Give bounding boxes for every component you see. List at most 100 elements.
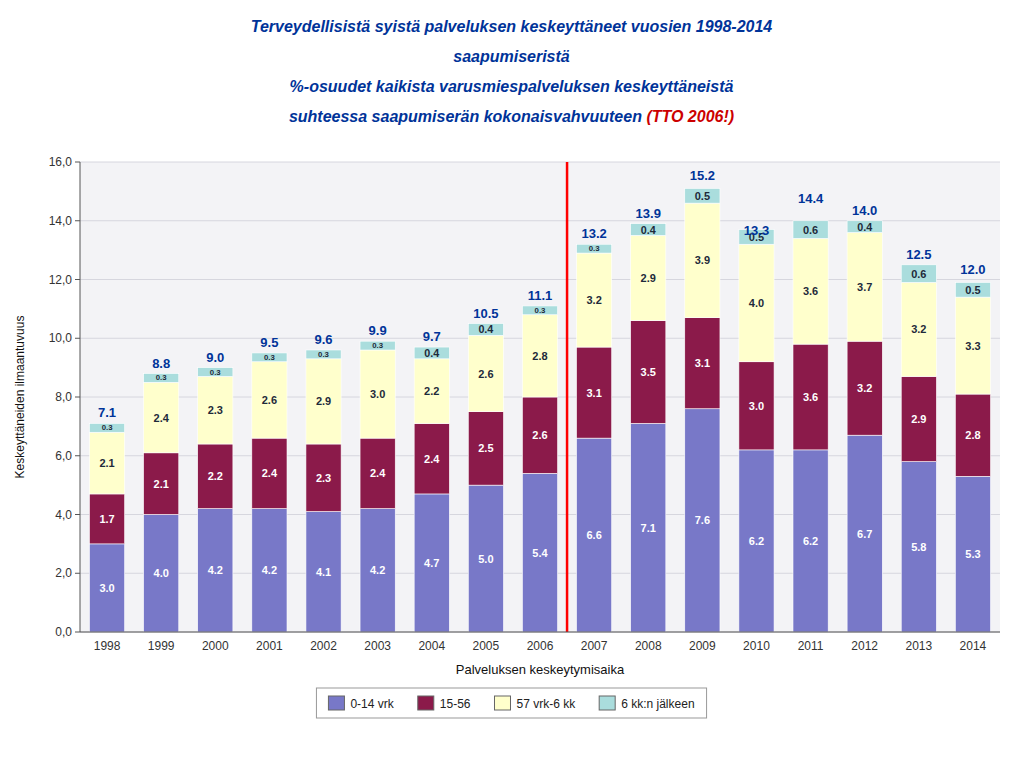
subtitle-part: (TTO 2006!): [646, 108, 734, 125]
bar-segment: [901, 462, 936, 632]
x-tick-label: 2006: [527, 639, 554, 653]
y-tick-label: 8,0: [55, 390, 72, 404]
x-tick-label: 2011: [798, 639, 824, 653]
x-tick-label: 2003: [364, 639, 391, 653]
bar-segment: [739, 450, 774, 632]
title: Terveydellisistä syistä palveluksen kesk…: [251, 18, 773, 35]
y-axis: [80, 162, 81, 632]
bar-segment: [847, 221, 882, 233]
y-tick-label: 2,0: [55, 566, 72, 580]
data-label: 3.9: [695, 254, 710, 266]
x-tick-label: 2010: [743, 639, 770, 653]
bar-segment: [144, 382, 179, 453]
subtitle-part: suhteessa saapumiserän kokonaisvahvuutee…: [289, 108, 646, 125]
bar-segment: [685, 188, 720, 203]
data-label: 3.6: [803, 285, 818, 297]
data-label: 2.3: [208, 404, 223, 416]
legend-item: 6 kk:n jälkeen: [599, 696, 694, 711]
legend-item: 0-14 vrk: [328, 696, 394, 711]
data-label: 0.4: [857, 221, 872, 233]
x-tick-label: 2013: [905, 639, 932, 653]
bar-segment: [522, 473, 557, 632]
y-tick: [75, 514, 80, 515]
bar-segment: [198, 509, 233, 632]
bar-segment: [955, 476, 990, 632]
bar-segment: [955, 297, 990, 394]
bar-segment: [685, 203, 720, 318]
bar-segment: [198, 444, 233, 509]
data-label: 3.2: [911, 323, 926, 335]
data-label: 3.0: [370, 388, 385, 400]
bar-segment: [414, 423, 449, 494]
bar-segment: [685, 409, 720, 632]
data-label: 0.4: [641, 224, 656, 236]
total-label: 7.1: [98, 405, 116, 420]
grid-line: [80, 162, 1000, 163]
bar-segment: [144, 515, 179, 633]
legend-label: 0-14 vrk: [350, 697, 394, 711]
data-label: 0.4: [478, 323, 493, 335]
title: %-osuudet kaikista varusmiespalveluksen …: [290, 78, 734, 95]
total-label: 9.9: [369, 323, 387, 338]
data-label: 3.1: [586, 387, 601, 399]
x-tick-label: 2002: [310, 639, 337, 653]
data-label: 2.8: [965, 429, 980, 441]
legend-label: 6 kk:n jälkeen: [621, 697, 694, 711]
bar-segment: [793, 221, 828, 239]
data-label: 0.6: [911, 268, 926, 280]
bar-segment: [306, 359, 341, 444]
bar-segment: [847, 233, 882, 342]
x-tick-label: 2001: [256, 639, 283, 653]
data-label: 3.1: [695, 357, 710, 369]
data-label: 5.3: [965, 548, 980, 560]
bar-segment: [306, 512, 341, 632]
total-label: 12.0: [960, 262, 985, 277]
bar-segment: [198, 376, 233, 444]
data-label: 3.0: [749, 400, 764, 412]
data-label: 5.8: [911, 541, 926, 553]
bar-segment: [144, 374, 179, 383]
legend-frame: [316, 688, 706, 718]
data-label: 0.3: [156, 373, 168, 382]
data-label: 2.1: [154, 478, 169, 490]
data-label: 4.7: [424, 557, 439, 569]
bar-segment: [793, 450, 828, 632]
bar-segment: [414, 347, 449, 359]
y-tick: [75, 162, 80, 163]
data-label: 2.6: [478, 368, 493, 380]
data-label: 2.9: [641, 272, 656, 284]
data-label: 3.5: [641, 366, 656, 378]
x-tick-label: 2009: [689, 639, 716, 653]
data-label: 0.6: [803, 224, 818, 236]
bar-segment: [414, 359, 449, 424]
y-tick: [75, 397, 80, 398]
data-label: 5.4: [532, 547, 548, 559]
bar-segment: [306, 444, 341, 512]
y-tick: [75, 632, 80, 633]
bar-segment: [360, 341, 395, 350]
bar-segment: [360, 350, 395, 438]
data-label: 6.6: [586, 529, 601, 541]
bar-segment: [522, 315, 557, 397]
total-label: 13.9: [636, 206, 661, 221]
data-label: 0.3: [372, 341, 384, 350]
bar-segment: [631, 235, 666, 320]
legend-swatch: [418, 696, 434, 710]
data-label: 2.9: [911, 413, 926, 425]
total-label: 14.4: [798, 191, 824, 206]
bar-segment: [89, 423, 124, 432]
total-label: 10.5: [473, 306, 498, 321]
data-label: 4.2: [262, 564, 277, 576]
bar-segment: [252, 353, 287, 362]
data-label: 0.3: [535, 306, 547, 315]
data-label: 6.2: [749, 535, 764, 547]
data-label: 3.2: [586, 294, 601, 306]
bar-segment: [414, 494, 449, 632]
grid-line: [80, 632, 1000, 633]
data-label: 2.5: [478, 442, 493, 454]
data-label: 3.7: [857, 281, 872, 293]
plot-background: [80, 162, 1000, 632]
data-label: 4.0: [749, 297, 764, 309]
y-tick-label: 16,0: [49, 155, 73, 169]
data-label: 3.0: [99, 582, 114, 594]
